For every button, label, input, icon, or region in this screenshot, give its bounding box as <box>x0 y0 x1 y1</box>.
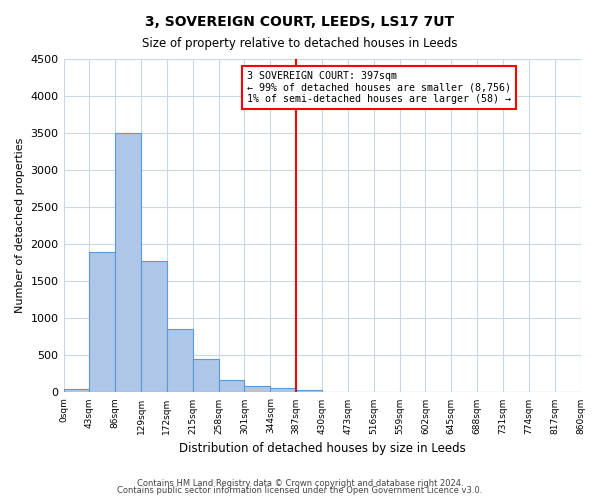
Bar <box>244 386 271 392</box>
Bar <box>115 133 141 392</box>
Text: Contains HM Land Registry data © Crown copyright and database right 2024.: Contains HM Land Registry data © Crown c… <box>137 478 463 488</box>
Bar <box>271 388 296 392</box>
Text: 3 SOVEREIGN COURT: 397sqm
← 99% of detached houses are smaller (8,756)
1% of sem: 3 SOVEREIGN COURT: 397sqm ← 99% of detac… <box>247 70 511 104</box>
Text: 3, SOVEREIGN COURT, LEEDS, LS17 7UT: 3, SOVEREIGN COURT, LEEDS, LS17 7UT <box>145 15 455 29</box>
Text: Size of property relative to detached houses in Leeds: Size of property relative to detached ho… <box>142 38 458 51</box>
Y-axis label: Number of detached properties: Number of detached properties <box>15 138 25 314</box>
Bar <box>296 390 322 392</box>
Bar <box>64 390 89 392</box>
Bar <box>141 260 167 392</box>
X-axis label: Distribution of detached houses by size in Leeds: Distribution of detached houses by size … <box>179 442 466 455</box>
Bar <box>218 380 244 392</box>
Text: Contains public sector information licensed under the Open Government Licence v3: Contains public sector information licen… <box>118 486 482 495</box>
Bar <box>193 359 218 392</box>
Bar <box>89 252 115 392</box>
Bar <box>167 330 193 392</box>
